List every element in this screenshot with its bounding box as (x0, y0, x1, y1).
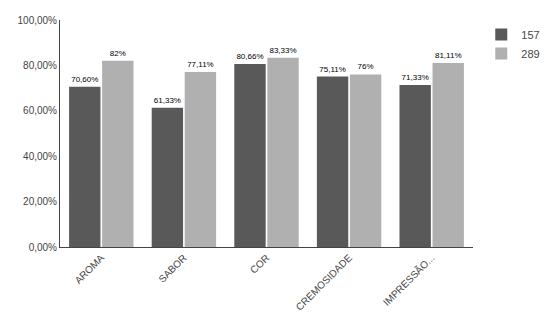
svg-text:SABOR: SABOR (156, 252, 189, 285)
svg-text:60,00%: 60,00% (23, 105, 57, 116)
svg-text:80,00%: 80,00% (23, 60, 57, 71)
svg-text:70,60%: 70,60% (71, 75, 98, 84)
svg-text:100,00%: 100,00% (18, 15, 58, 26)
svg-text:83,33%: 83,33% (269, 46, 296, 55)
svg-text:0,00%: 0,00% (29, 242, 57, 253)
svg-text:61,33%: 61,33% (154, 96, 181, 105)
svg-text:157: 157 (521, 29, 539, 41)
svg-text:82%: 82% (110, 49, 126, 58)
svg-text:77,11%: 77,11% (187, 60, 214, 69)
svg-text:81,11%: 81,11% (435, 51, 462, 60)
svg-text:76%: 76% (358, 62, 374, 71)
svg-text:40,00%: 40,00% (23, 151, 57, 162)
svg-text:IMPRESSÃO...: IMPRESSÃO... (380, 251, 436, 307)
svg-text:COR: COR (248, 252, 272, 276)
svg-text:71,33%: 71,33% (402, 73, 429, 82)
svg-text:75,11%: 75,11% (319, 65, 346, 74)
svg-text:289: 289 (521, 48, 539, 60)
svg-text:CREMOSIDADE: CREMOSIDADE (294, 252, 355, 313)
svg-text:AROMA: AROMA (73, 252, 107, 286)
svg-text:20,00%: 20,00% (23, 196, 57, 207)
svg-text:80,66%: 80,66% (236, 52, 263, 61)
